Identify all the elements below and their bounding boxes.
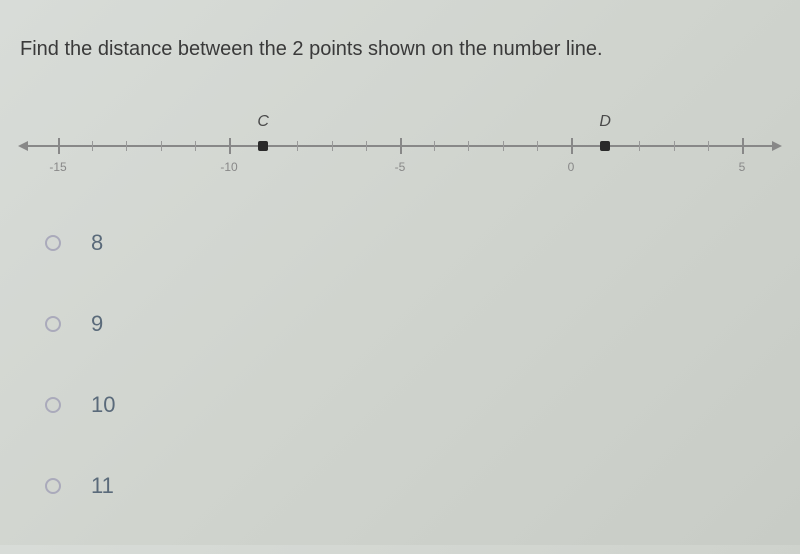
minor-tick — [434, 141, 435, 151]
question-text: Find the distance between the 2 points s… — [20, 38, 603, 61]
point-c — [258, 141, 268, 151]
point-d — [600, 141, 610, 151]
minor-tick — [639, 141, 640, 151]
radio-icon[interactable] — [45, 397, 61, 413]
point-label-d: D — [599, 113, 611, 131]
answer-options: 8 9 10 11 — [45, 230, 115, 554]
minor-tick — [332, 141, 333, 151]
arrow-right-icon — [772, 141, 782, 151]
number-line: -15 -10 -5 0 5 C D — [20, 105, 780, 185]
radio-icon[interactable] — [45, 478, 61, 494]
minor-tick — [195, 141, 196, 151]
radio-icon[interactable] — [45, 316, 61, 332]
minor-tick — [708, 141, 709, 151]
minor-tick — [126, 141, 127, 151]
option-label: 11 — [91, 473, 114, 499]
point-label-c: C — [257, 113, 269, 131]
tick-label: -15 — [49, 160, 66, 174]
major-tick — [58, 138, 60, 154]
option-label: 9 — [91, 311, 103, 337]
option-11[interactable]: 11 — [45, 473, 115, 499]
tick-label: 0 — [568, 160, 575, 174]
tick-label: -5 — [395, 160, 406, 174]
minor-tick — [161, 141, 162, 151]
minor-tick — [297, 141, 298, 151]
option-label: 10 — [91, 392, 115, 418]
minor-tick — [468, 141, 469, 151]
option-label: 8 — [91, 230, 103, 256]
tick-label: 5 — [739, 160, 746, 174]
option-9[interactable]: 9 — [45, 311, 115, 337]
major-tick — [229, 138, 231, 154]
minor-tick — [92, 141, 93, 151]
major-tick — [571, 138, 573, 154]
minor-tick — [503, 141, 504, 151]
major-tick — [400, 138, 402, 154]
radio-icon[interactable] — [45, 235, 61, 251]
tick-label: -10 — [220, 160, 237, 174]
major-tick — [742, 138, 744, 154]
minor-tick — [537, 141, 538, 151]
minor-tick — [366, 141, 367, 151]
option-10[interactable]: 10 — [45, 392, 115, 418]
minor-tick — [674, 141, 675, 151]
option-8[interactable]: 8 — [45, 230, 115, 256]
